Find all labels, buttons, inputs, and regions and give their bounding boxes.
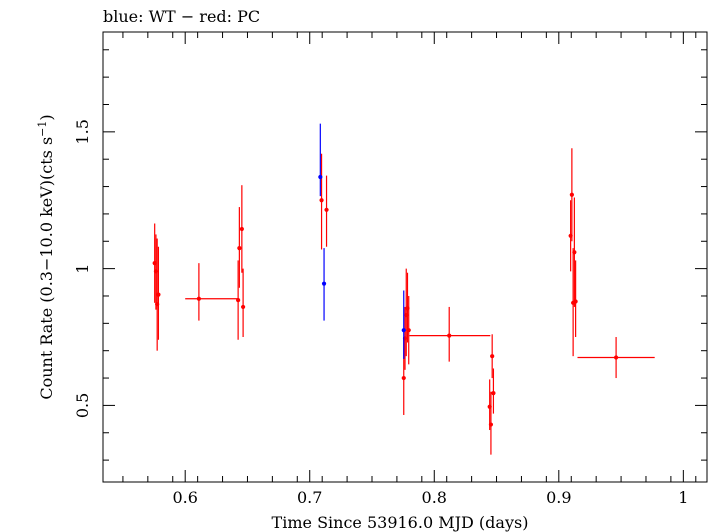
data-point <box>569 192 574 197</box>
x-tick-label: 0.8 <box>422 488 447 507</box>
data-point <box>239 226 244 232</box>
y-axis-label-main: Count Rate (0.3−10.0 keV)(cts s <box>37 137 56 400</box>
x-tick-label: 0.6 <box>172 488 197 507</box>
series-wt <box>318 123 406 359</box>
x-axis-label: Time Since 53916.0 MJD (days) <box>272 513 529 532</box>
x-tick-label: 0.9 <box>546 488 571 507</box>
y-tick-label: 1.5 <box>73 119 92 144</box>
data-point <box>236 297 241 303</box>
data-point <box>196 296 201 301</box>
data-point <box>156 292 161 297</box>
x-tick-label: 0.7 <box>297 488 322 507</box>
data-point <box>490 354 495 359</box>
data-point <box>319 198 324 203</box>
data-point <box>324 207 329 212</box>
data-point <box>241 304 246 310</box>
axis-ticks: 0.6 0.7 0.8 0.9 1 0.5 1 1.5 <box>73 32 707 507</box>
y-tick-label: 0.5 <box>73 393 92 418</box>
data-point <box>401 328 406 333</box>
series-pc <box>152 148 655 455</box>
data-point <box>318 174 323 180</box>
y-tick-label: 1 <box>73 264 92 274</box>
plot-frame <box>102 31 708 483</box>
data-point <box>237 246 242 251</box>
data-series <box>152 123 655 455</box>
data-point <box>447 333 452 338</box>
chart-title: blue: WT − red: PC <box>103 7 260 26</box>
data-point <box>613 355 619 360</box>
data-point <box>572 250 577 255</box>
data-point <box>401 375 406 381</box>
data-point <box>573 299 578 304</box>
data-point <box>406 328 411 333</box>
data-point <box>491 390 496 396</box>
data-point <box>488 422 494 427</box>
y-axis-label: Count Rate (0.3−10.0 keV)(cts s−1) <box>36 114 56 399</box>
data-point <box>321 281 327 286</box>
x-tick-label: 1 <box>678 488 688 507</box>
y-axis-label-close: ) <box>37 114 56 120</box>
y-axis-label-exponent: −1 <box>36 121 49 137</box>
